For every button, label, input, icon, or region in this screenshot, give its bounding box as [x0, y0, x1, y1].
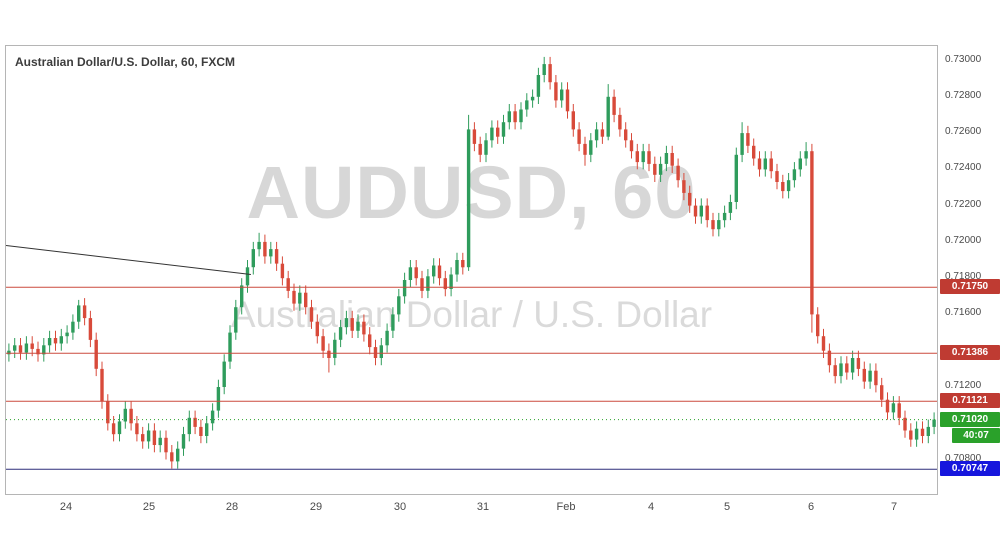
- time-axis[interactable]: 24 25 28 29 30 31 Feb 4 5 6 7: [5, 496, 938, 520]
- candlestick-chart[interactable]: [6, 46, 937, 494]
- time-axis-label: 6: [807, 501, 815, 513]
- price-tick-label: 0.71600: [945, 307, 982, 318]
- price-level-badge[interactable]: 0.71750: [940, 279, 1000, 294]
- price-axis[interactable]: 0.73000 0.72800 0.72600 0.72400 0.72200 0.720…: [939, 45, 1002, 495]
- time-axis-label: 25: [142, 501, 156, 513]
- price-tick-label: 0.72600: [945, 126, 982, 137]
- time-axis-label: 29: [309, 501, 323, 513]
- price-tick-label: 0.73000: [945, 54, 982, 65]
- candlestick-series: [7, 56, 936, 469]
- time-axis-label: 5: [723, 501, 731, 513]
- price-level-badge[interactable]: 0.71121: [940, 393, 1000, 408]
- chart-plot-area[interactable]: AUDUSD, 60 Australian Dollar / U.S. Doll…: [5, 45, 938, 495]
- time-axis-label: 24: [59, 501, 73, 513]
- price-tick-label: 0.72400: [945, 162, 982, 173]
- trendline-drawing[interactable]: [6, 245, 251, 275]
- chart-title: Australian Dollar/U.S. Dollar, 60, FXCM: [15, 55, 236, 69]
- price-tick-label: 0.71800: [945, 271, 982, 282]
- price-level-badge[interactable]: 0.71386: [940, 345, 1000, 360]
- bar-countdown-badge: 40:07: [952, 428, 1000, 443]
- current-price-badge: 0.71020: [940, 412, 1000, 427]
- time-axis-label: 30: [393, 501, 407, 513]
- time-axis-label: 4: [647, 501, 655, 513]
- horizontal-level-lines[interactable]: [6, 286, 937, 470]
- time-axis-label: 31: [476, 501, 490, 513]
- price-tick-label: 0.72000: [945, 235, 982, 246]
- price-level-badge[interactable]: 0.70747: [940, 461, 1000, 476]
- time-axis-label: 7: [890, 501, 898, 513]
- price-tick-label: 0.72800: [945, 90, 982, 101]
- price-tick-label: 0.71200: [945, 380, 982, 391]
- time-axis-label: Feb: [556, 501, 576, 513]
- price-tick-label: 0.70800: [945, 453, 982, 464]
- price-tick-label: 0.72200: [945, 199, 982, 210]
- time-axis-label: 28: [225, 501, 239, 513]
